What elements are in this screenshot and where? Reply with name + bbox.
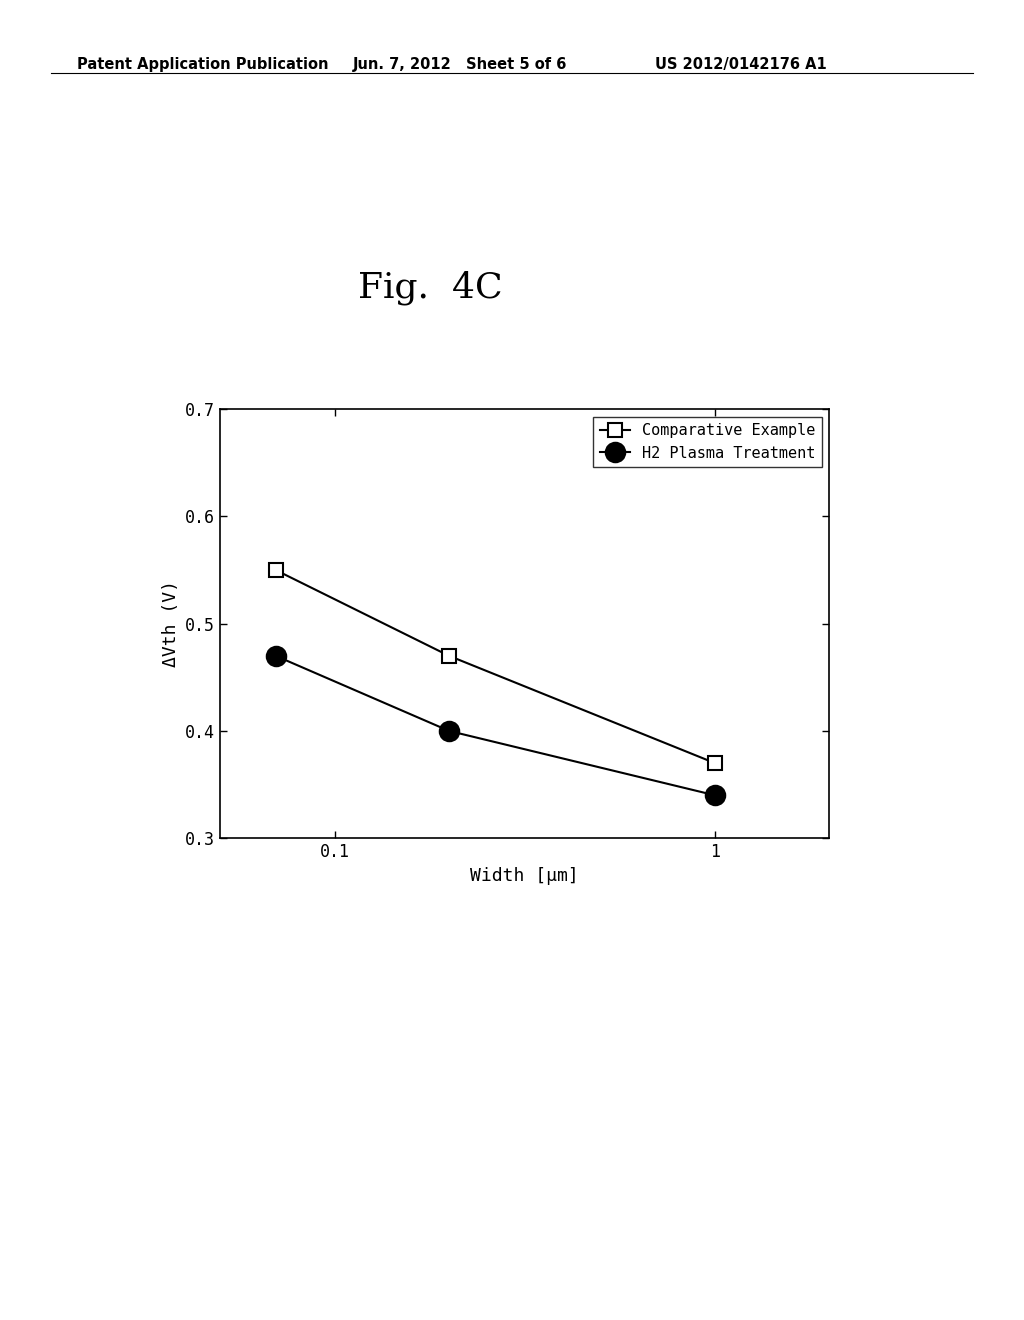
H2 Plasma Treatment xyxy=(709,787,721,803)
Legend: Comparative Example, H2 Plasma Treatment: Comparative Example, H2 Plasma Treatment xyxy=(594,417,822,467)
Comparative Example xyxy=(269,562,282,578)
Comparative Example xyxy=(709,755,721,771)
Line: H2 Plasma Treatment: H2 Plasma Treatment xyxy=(266,647,725,805)
Text: Fig.  4C: Fig. 4C xyxy=(357,271,503,305)
X-axis label: Width [μm]: Width [μm] xyxy=(470,867,580,884)
H2 Plasma Treatment xyxy=(269,648,282,664)
H2 Plasma Treatment xyxy=(443,723,456,739)
Y-axis label: ΔVth (V): ΔVth (V) xyxy=(162,581,180,667)
Text: US 2012/0142176 A1: US 2012/0142176 A1 xyxy=(655,57,827,71)
Comparative Example xyxy=(443,648,456,664)
Line: Comparative Example: Comparative Example xyxy=(268,564,722,770)
Text: Patent Application Publication: Patent Application Publication xyxy=(77,57,329,71)
Text: Jun. 7, 2012   Sheet 5 of 6: Jun. 7, 2012 Sheet 5 of 6 xyxy=(353,57,567,71)
